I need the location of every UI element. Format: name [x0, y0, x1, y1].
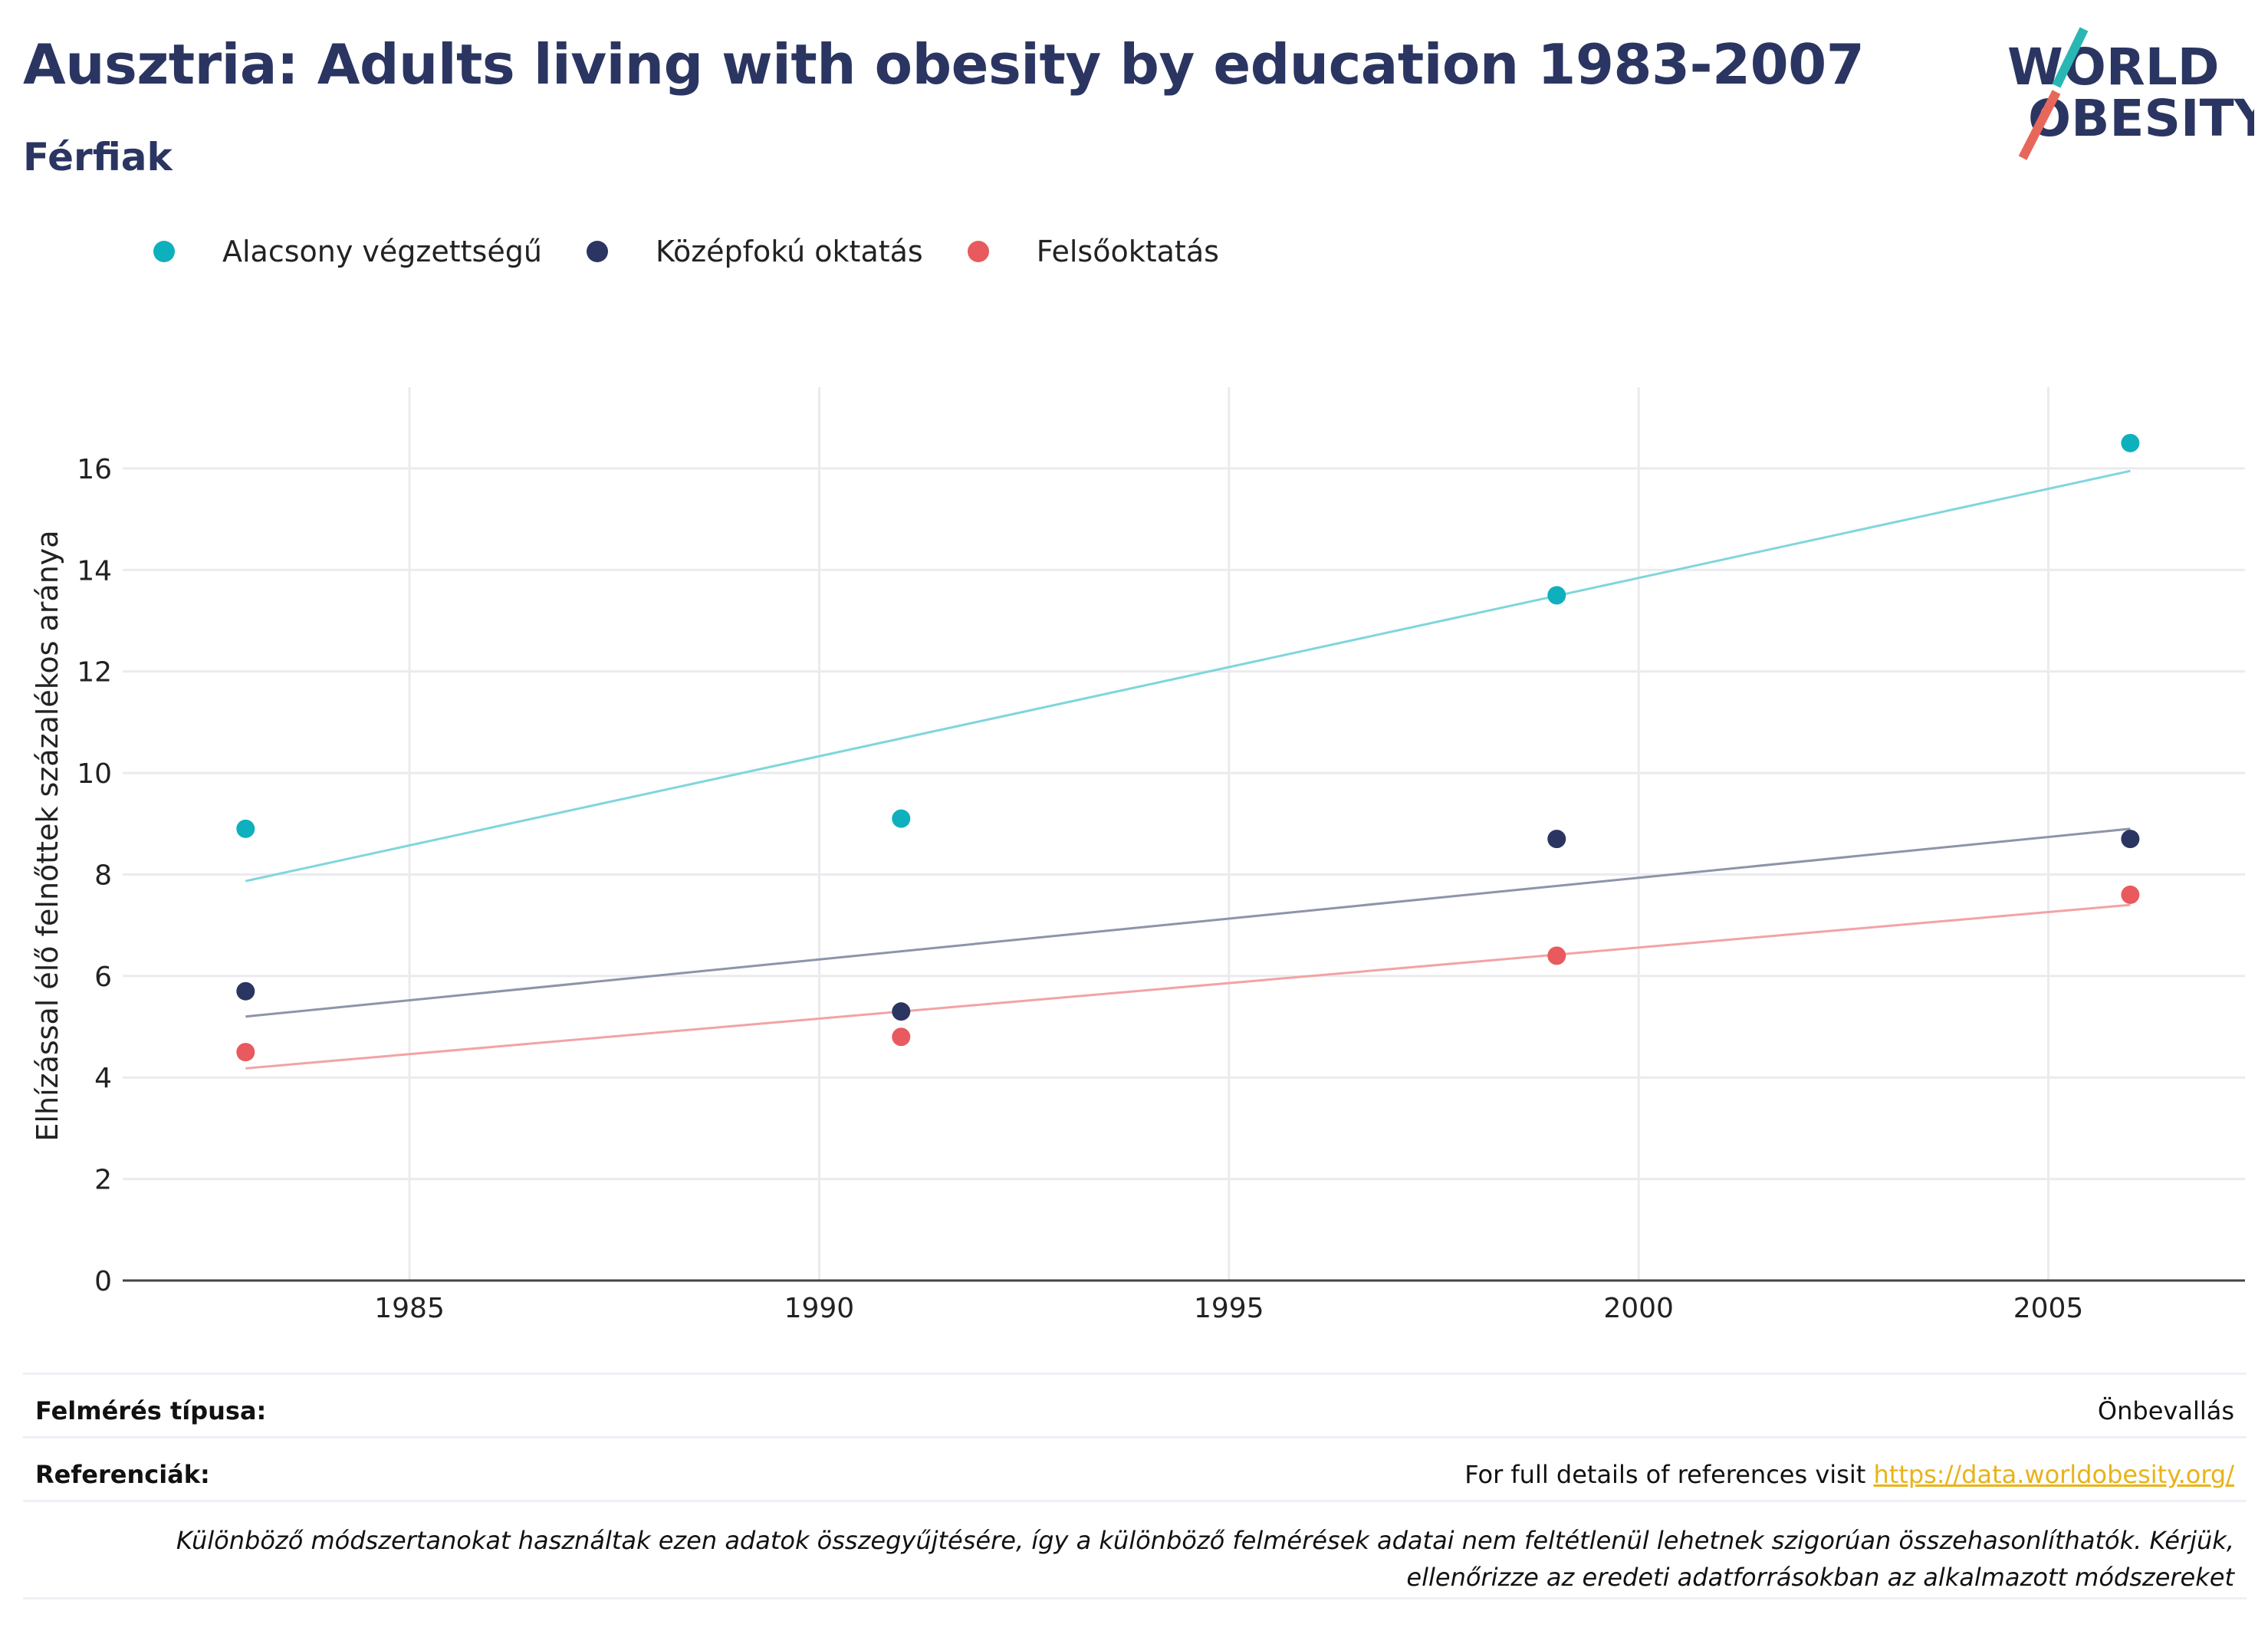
legend-label: Alacsony végzettségű: [222, 235, 542, 268]
legend-label: Felsőoktatás: [1036, 235, 1219, 268]
data-point: [2121, 433, 2140, 452]
data-point: [892, 1002, 911, 1021]
chart-legend: Alacsony végzettségű Középfokú oktatás F…: [153, 228, 1264, 275]
legend-marker-icon: [153, 241, 175, 262]
data-point: [236, 981, 255, 1001]
footer-survey-row: Felmérés típusa: Önbevallás: [23, 1373, 2247, 1436]
chart-title: Ausztria: Adults living with obesity by …: [23, 32, 1865, 97]
survey-type-value: Önbevallás: [2097, 1396, 2234, 1425]
scatter-plot: 1985 1990 1995 2000 2005 0 2 4 6 8 10 12 14 16: [77, 387, 2245, 1324]
data-point: [1547, 946, 1566, 965]
legend-marker-icon: [967, 241, 989, 262]
y-tick-label: 2: [94, 1165, 112, 1196]
logo-slash-coral: [2018, 90, 2061, 160]
y-tick-label: 4: [94, 1063, 112, 1094]
world-obesity-logo[interactable]: WORLD OBESITY: [1994, 23, 2254, 161]
legend-item-higher-education[interactable]: Felsőoktatás: [967, 235, 1219, 268]
legend-item-low-education[interactable]: Alacsony végzettségű: [153, 235, 542, 268]
data-point: [1547, 830, 1566, 849]
references-label: Referenciák:: [35, 1460, 210, 1489]
data-point: [2121, 885, 2140, 904]
x-tick-label: 2000: [1603, 1293, 1674, 1324]
legend-marker-icon: [586, 241, 608, 262]
footer-references-row: Referenciák: For full details of referen…: [23, 1436, 2247, 1500]
survey-type-label: Felmérés típusa:: [35, 1396, 267, 1425]
chart-subtitle: Férfiak: [23, 135, 173, 179]
x-tick-label: 2005: [2013, 1293, 2084, 1324]
legend-label: Középfokú oktatás: [655, 235, 923, 268]
x-tick-label: 1990: [784, 1293, 855, 1324]
data-point: [236, 1043, 255, 1062]
logo-word-obesity: OBESITY: [2028, 89, 2254, 148]
trend-line: [245, 827, 2131, 1018]
footer-note-row: Különböző módszertanokat használtak ezen…: [23, 1500, 2247, 1599]
y-tick-label: 10: [77, 758, 112, 790]
y-tick-label: 16: [77, 454, 112, 485]
methodology-note: Különböző módszertanokat használtak ezen…: [176, 1526, 2234, 1592]
references-value: For full details of references visit htt…: [1464, 1460, 2234, 1489]
references-text: For full details of references visit: [1464, 1460, 1874, 1489]
y-tick-label: 0: [94, 1266, 112, 1297]
y-tick-label: 14: [77, 555, 112, 587]
data-point: [892, 1027, 911, 1047]
data-point: [236, 819, 255, 838]
logo-slash-teal: [2052, 27, 2089, 88]
x-tick-label: 1995: [1194, 1293, 1264, 1324]
legend-item-secondary-education[interactable]: Középfokú oktatás: [586, 235, 923, 268]
references-link[interactable]: https://data.worldobesity.org/: [1873, 1460, 2234, 1489]
data-point: [892, 809, 911, 828]
trend-line: [245, 469, 2131, 883]
y-tick-label: 12: [77, 657, 112, 689]
trend-line: [245, 903, 2131, 1070]
y-tick-label: 8: [94, 860, 112, 891]
data-point: [1547, 586, 1566, 605]
x-tick-label: 1985: [374, 1293, 445, 1324]
logo-word-world: WORLD: [2007, 38, 2220, 97]
data-point: [2121, 830, 2140, 849]
y-tick-label: 6: [94, 962, 112, 993]
